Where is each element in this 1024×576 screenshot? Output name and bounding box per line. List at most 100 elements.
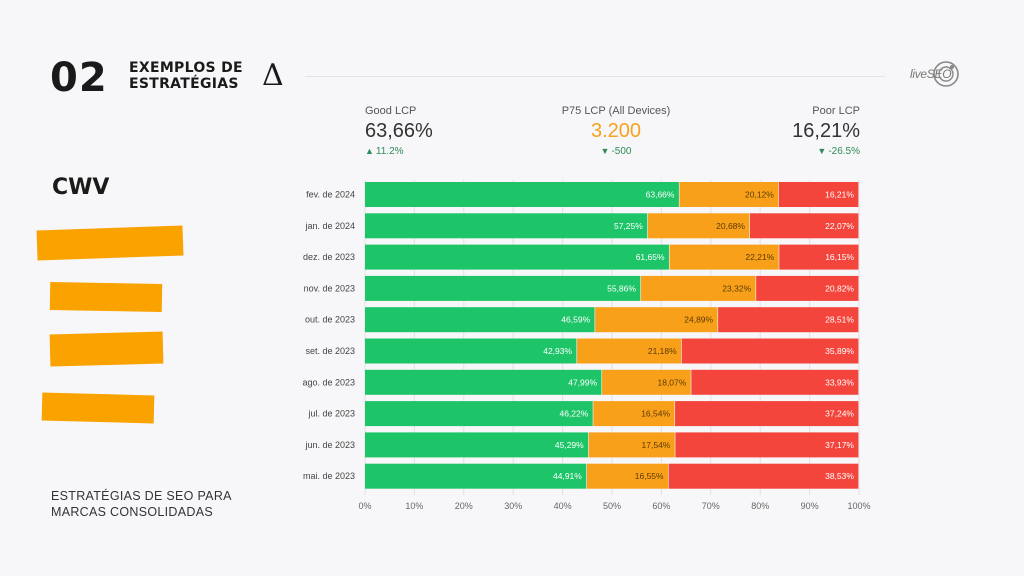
x-tick-label: 100%	[847, 501, 870, 511]
footer-caption-line-2: MARCAS CONSOLIDADAS	[51, 505, 213, 519]
brand-wordmark: liveSEO	[910, 67, 952, 81]
brand-logo: liveSEO	[910, 60, 970, 90]
data-label: 45,29%	[555, 440, 584, 450]
data-label: 16,21%	[825, 190, 854, 200]
footer-caption: ESTRATÉGIAS DE SEO PARA MARCAS CONSOLIDA…	[51, 488, 232, 520]
x-tick-label: 10%	[405, 501, 423, 511]
bar-segment	[640, 275, 756, 301]
metric-good-label: Good LCP	[365, 105, 417, 117]
redaction-mark-3	[49, 331, 164, 367]
bar-segment	[681, 338, 859, 364]
bar-segment	[365, 182, 679, 207]
data-label: 17,54%	[642, 440, 671, 450]
x-tick-label: 60%	[652, 501, 670, 511]
data-label: 16,55%	[635, 471, 664, 481]
bar-segment	[586, 463, 669, 489]
data-label: 22,21%	[745, 252, 774, 262]
bar-segment	[365, 369, 602, 395]
data-label: 35,89%	[825, 346, 854, 356]
data-label: 55,86%	[607, 283, 636, 293]
section-number: 02	[50, 55, 108, 101]
metric-poor-label: Poor LCP	[812, 105, 860, 117]
data-label: 61,65%	[636, 252, 665, 262]
data-label: 63,66%	[646, 190, 675, 200]
redaction-mark-4	[41, 392, 155, 424]
redaction-mark-1	[36, 225, 184, 261]
metric-poor-delta: ▼ -26.5%	[760, 144, 860, 159]
category-label: ago. de 2023	[302, 377, 355, 387]
bar-segment	[602, 369, 691, 395]
category-label: fev. de 2024	[306, 190, 355, 200]
section-title-line-2: ESTRATÉGIAS	[129, 76, 239, 92]
data-label: 46,22%	[559, 409, 588, 419]
category-label: set. de 2023	[305, 346, 355, 356]
metric-good-delta-value: 11.2%	[375, 146, 404, 157]
data-label: 22,07%	[825, 221, 854, 231]
data-label: 20,82%	[825, 283, 854, 293]
category-label: nov. de 2023	[304, 283, 355, 293]
category-label: dez. de 2023	[303, 252, 355, 262]
bar-segment	[778, 182, 859, 207]
x-tick-label: 0%	[358, 501, 371, 511]
data-label: 44,91%	[553, 471, 582, 481]
x-tick-label: 70%	[702, 501, 720, 511]
x-tick-label: 50%	[603, 501, 621, 511]
x-tick-label: 80%	[751, 501, 769, 511]
data-label: 16,15%	[825, 252, 854, 262]
data-label: 24,89%	[684, 315, 713, 325]
bar-segment	[756, 275, 859, 301]
bar-segment	[365, 244, 669, 270]
category-label: jan. de 2024	[304, 221, 355, 231]
x-tick-label: 20%	[455, 501, 473, 511]
cwv-label: CWV	[52, 175, 110, 200]
bar-segment	[675, 401, 859, 427]
data-label: 16,54%	[641, 409, 670, 419]
metric-poor-value: 16,21%	[792, 120, 860, 142]
arrow-down-icon: ▼	[600, 146, 610, 156]
data-label: 28,51%	[825, 315, 854, 325]
data-label: 33,93%	[825, 377, 854, 387]
bar-segment	[675, 432, 859, 458]
metric-p75-delta: ▼ -500	[553, 144, 679, 159]
metric-poor-lcp: Poor LCP 16,21% ▼ -26.5%	[760, 104, 860, 159]
redaction-mark-2	[49, 282, 163, 312]
category-label: jun. de 2023	[304, 440, 355, 450]
bar-segment	[365, 432, 589, 458]
section-title-line-1: EXEMPLOS DE	[129, 60, 243, 76]
bar-segment	[718, 307, 859, 333]
data-label: 38,53%	[825, 471, 854, 481]
metric-p75-lcp: P75 LCP (All Devices) 3.200 ▼ -500	[553, 104, 679, 159]
bar-segment	[779, 244, 859, 270]
bar-segment	[365, 275, 641, 301]
data-label: 46,59%	[561, 315, 590, 325]
brand-ring-icon	[933, 61, 959, 87]
header-divider	[305, 76, 885, 77]
x-tick-label: 90%	[801, 501, 819, 511]
category-label: jul. de 2023	[307, 409, 355, 419]
bar-segment	[691, 369, 859, 395]
x-tick-label: 40%	[554, 501, 572, 511]
delta-icon: Δ	[262, 58, 284, 93]
lcp-stacked-bar-chart: 0% 10% 20% 30% 40% 50% 60% 70% 80% 90% 100% fev. de…	[302, 180, 871, 511]
data-label: 47,99%	[568, 377, 597, 387]
arrow-down-icon: ▼	[817, 146, 827, 156]
bar-segment	[588, 432, 675, 458]
bar-segment	[749, 213, 859, 239]
bar-segment	[365, 401, 593, 427]
bar-segment	[365, 213, 648, 239]
data-label: 42,93%	[543, 346, 572, 356]
data-label: 18,07%	[657, 377, 686, 387]
bar-segment	[647, 213, 750, 239]
data-label: 37,17%	[825, 440, 854, 450]
arrow-up-icon: ▲	[365, 146, 374, 156]
metric-p75-label: P75 LCP (All Devices)	[561, 105, 671, 117]
footer-caption-line-1: ESTRATÉGIAS DE SEO PARA	[51, 489, 232, 503]
data-label: 20,68%	[716, 221, 745, 231]
bar-segment	[679, 182, 779, 207]
category-label: out. de 2023	[305, 315, 355, 325]
data-label: 20,12%	[745, 190, 774, 200]
metric-good-lcp: Good LCP 63,66% ▲ 11.2%	[365, 104, 433, 159]
bar-segment	[365, 338, 577, 364]
data-label: 57,25%	[614, 221, 643, 231]
bar-segment	[577, 338, 682, 364]
